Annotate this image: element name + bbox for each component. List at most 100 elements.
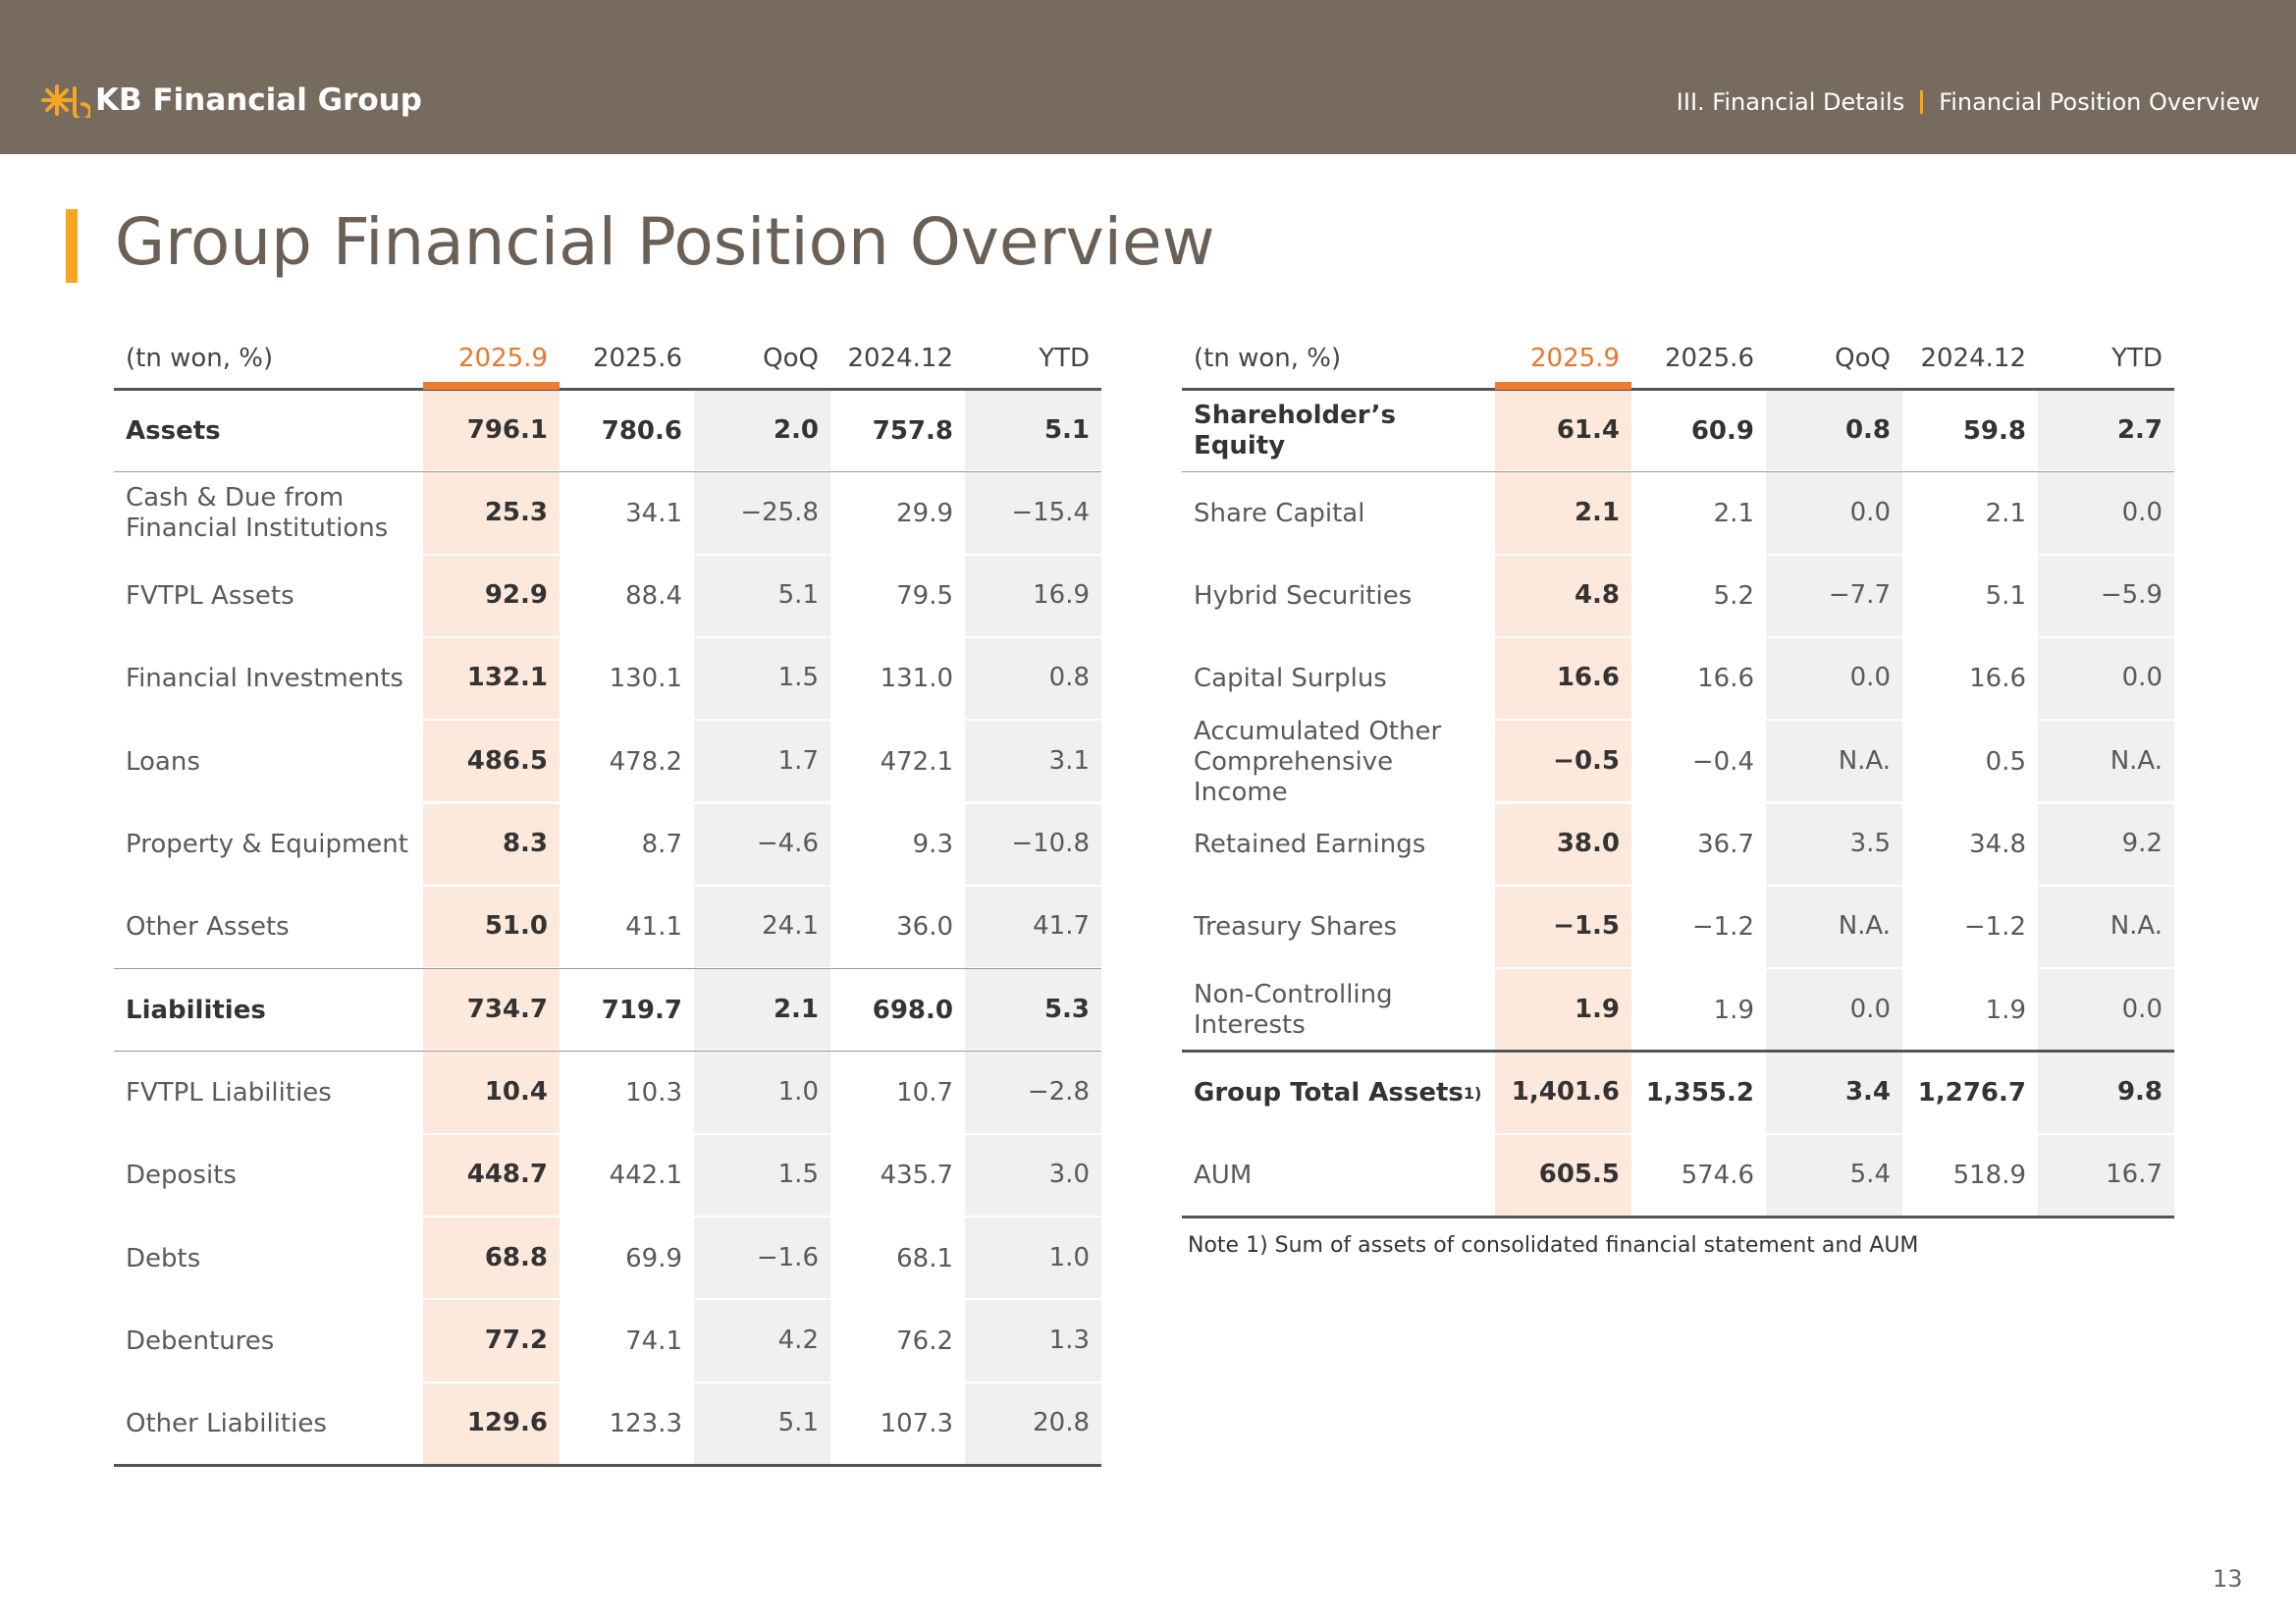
value-cell: 574.6: [1681, 1161, 1754, 1191]
value-cell: 1.9: [1713, 995, 1754, 1025]
value-cell: 34.8: [1969, 830, 2026, 860]
row-label: Share Capital: [1194, 498, 1365, 528]
value-cell: 9.2: [2038, 803, 2174, 887]
header-rule: [1182, 388, 2174, 391]
row-label: Property & Equipment: [126, 830, 408, 860]
value-cell: 24.1: [694, 886, 830, 970]
bottom-rule: [114, 1463, 1101, 1467]
row-rule: [1182, 471, 2174, 473]
column-header: QoQ: [1835, 344, 1891, 374]
value-cell: 9.8: [2038, 1052, 2174, 1135]
value-cell: 10.7: [896, 1077, 953, 1108]
row-label: Capital Surplus: [1194, 664, 1387, 694]
value-cell: 60.9: [1690, 415, 1754, 446]
value-cell: 1,276.7: [1917, 1077, 2026, 1108]
value-cell: 796.1: [423, 390, 560, 473]
value-cell: 0.8: [965, 637, 1101, 722]
value-cell: 5.4: [1766, 1134, 1902, 1218]
value-cell: 1.0: [694, 1052, 830, 1135]
column-header: 2025.9: [1530, 344, 1620, 374]
value-cell: 3.4: [1766, 1052, 1902, 1135]
value-cell: −7.7: [1766, 555, 1902, 638]
value-cell: 1,355.2: [1645, 1077, 1754, 1108]
row-rule-thick: [1182, 1050, 2174, 1054]
value-cell: 59.8: [1962, 415, 2026, 446]
header-section: III. Financial Details: [1676, 88, 1905, 116]
value-cell: 92.9: [423, 555, 560, 638]
value-cell: 1,401.6: [1495, 1052, 1631, 1135]
value-cell: 486.5: [423, 721, 560, 804]
value-cell: −1.5: [1495, 886, 1631, 970]
value-cell: 61.4: [1495, 390, 1631, 473]
column-header: (tn won, %): [126, 344, 274, 374]
value-cell: 5.1: [1985, 581, 2026, 612]
row-rule: [114, 1051, 1101, 1053]
value-cell: 36.7: [1697, 830, 1754, 860]
header-bar: KB Financial Group III. Financial Detail…: [0, 0, 2296, 154]
header-page-title: Financial Position Overview: [1939, 88, 2260, 116]
logo-icon: [41, 84, 90, 118]
value-cell: 442.1: [609, 1161, 682, 1191]
value-cell: 79.5: [896, 581, 953, 612]
value-cell: 16.7: [2038, 1134, 2174, 1218]
column-header: YTD: [2111, 344, 2163, 374]
value-cell: 2.7: [2038, 390, 2174, 473]
value-cell: 1.5: [694, 1134, 830, 1218]
value-cell: 74.1: [625, 1326, 682, 1356]
value-cell: 719.7: [601, 995, 682, 1025]
value-cell: −15.4: [965, 472, 1101, 556]
page-title: Group Financial Position Overview: [115, 204, 1215, 280]
value-cell: 2.1: [694, 969, 830, 1053]
column-header: 2025.6: [1665, 344, 1754, 374]
value-cell: 0.0: [1766, 472, 1902, 556]
value-cell: 29.9: [896, 498, 953, 528]
value-cell: 16.6: [1969, 664, 2026, 694]
value-cell: 130.1: [609, 664, 682, 694]
value-cell: 16.9: [965, 555, 1101, 638]
value-cell: −10.8: [965, 803, 1101, 887]
value-cell: −1.2: [1963, 912, 2026, 943]
value-cell: 8.7: [641, 830, 682, 860]
value-cell: 76.2: [896, 1326, 953, 1356]
value-cell: 2.1: [1713, 498, 1754, 528]
header-accent: [1495, 382, 1631, 390]
value-cell: 0.0: [2038, 637, 2174, 722]
value-cell: −25.8: [694, 472, 830, 556]
value-cell: 757.8: [872, 415, 953, 446]
row-label: Loans: [126, 746, 200, 777]
value-cell: 131.0: [880, 664, 953, 694]
value-cell: 0.0: [2038, 969, 2174, 1053]
row-label: Retained Earnings: [1194, 830, 1426, 860]
value-cell: 51.0: [423, 886, 560, 970]
column-header: QoQ: [763, 344, 819, 374]
value-cell: 0.5: [1985, 746, 2026, 777]
value-cell: 472.1: [880, 746, 953, 777]
value-cell: 4.2: [694, 1300, 830, 1383]
value-cell: 5.3: [965, 969, 1101, 1053]
value-cell: −2.8: [965, 1052, 1101, 1135]
value-cell: 10.3: [625, 1077, 682, 1108]
value-cell: 41.1: [625, 912, 682, 943]
header-rule: [114, 388, 1101, 391]
row-label: Debentures: [126, 1326, 275, 1356]
value-cell: 5.1: [694, 555, 830, 638]
row-label: Treasury Shares: [1194, 912, 1398, 943]
value-cell: 1.9: [1985, 995, 2026, 1025]
value-cell: −1.6: [694, 1218, 830, 1301]
value-cell: N.A.: [2038, 886, 2174, 970]
value-cell: 16.6: [1697, 664, 1754, 694]
value-cell: 68.8: [423, 1218, 560, 1301]
row-label: Liabilities: [126, 995, 266, 1025]
value-cell: 4.8: [1495, 555, 1631, 638]
value-cell: 734.7: [423, 969, 560, 1053]
footnote: Note 1) Sum of assets of consolidated fi…: [1188, 1233, 1919, 1258]
column-header: 2024.12: [847, 344, 953, 374]
logo-text: KB Financial Group: [95, 82, 422, 118]
value-cell: 0.0: [1766, 637, 1902, 722]
row-label: Assets: [126, 415, 221, 446]
value-cell: 780.6: [601, 415, 682, 446]
value-cell: 25.3: [423, 472, 560, 556]
value-cell: 0.0: [2038, 472, 2174, 556]
row-label: AUM: [1194, 1161, 1253, 1191]
column-header: 2025.9: [458, 344, 548, 374]
